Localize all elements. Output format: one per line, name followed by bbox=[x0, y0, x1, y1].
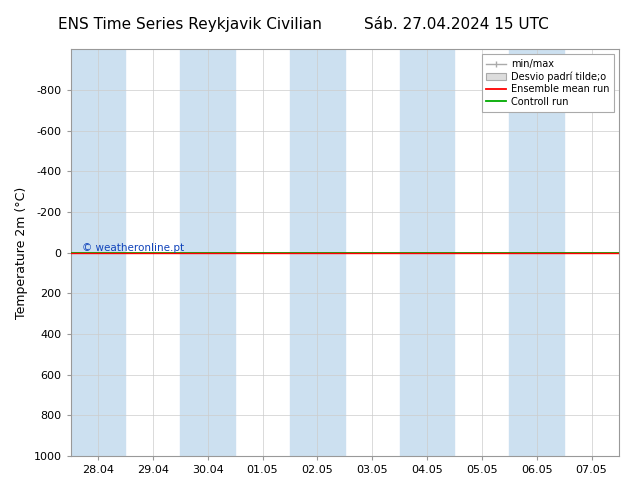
Y-axis label: Temperature 2m (°C): Temperature 2m (°C) bbox=[15, 187, 28, 319]
Bar bbox=[399, 49, 455, 456]
Text: ENS Time Series Reykjavik Civilian: ENS Time Series Reykjavik Civilian bbox=[58, 17, 322, 32]
Legend: min/max, Desvio padrí tilde;o, Ensemble mean run, Controll run: min/max, Desvio padrí tilde;o, Ensemble … bbox=[482, 54, 614, 112]
Bar bbox=[180, 49, 235, 456]
Text: © weatheronline.pt: © weatheronline.pt bbox=[82, 243, 184, 253]
Bar bbox=[70, 49, 126, 456]
Bar bbox=[290, 49, 345, 456]
Text: Sáb. 27.04.2024 15 UTC: Sáb. 27.04.2024 15 UTC bbox=[364, 17, 549, 32]
Bar bbox=[509, 49, 564, 456]
